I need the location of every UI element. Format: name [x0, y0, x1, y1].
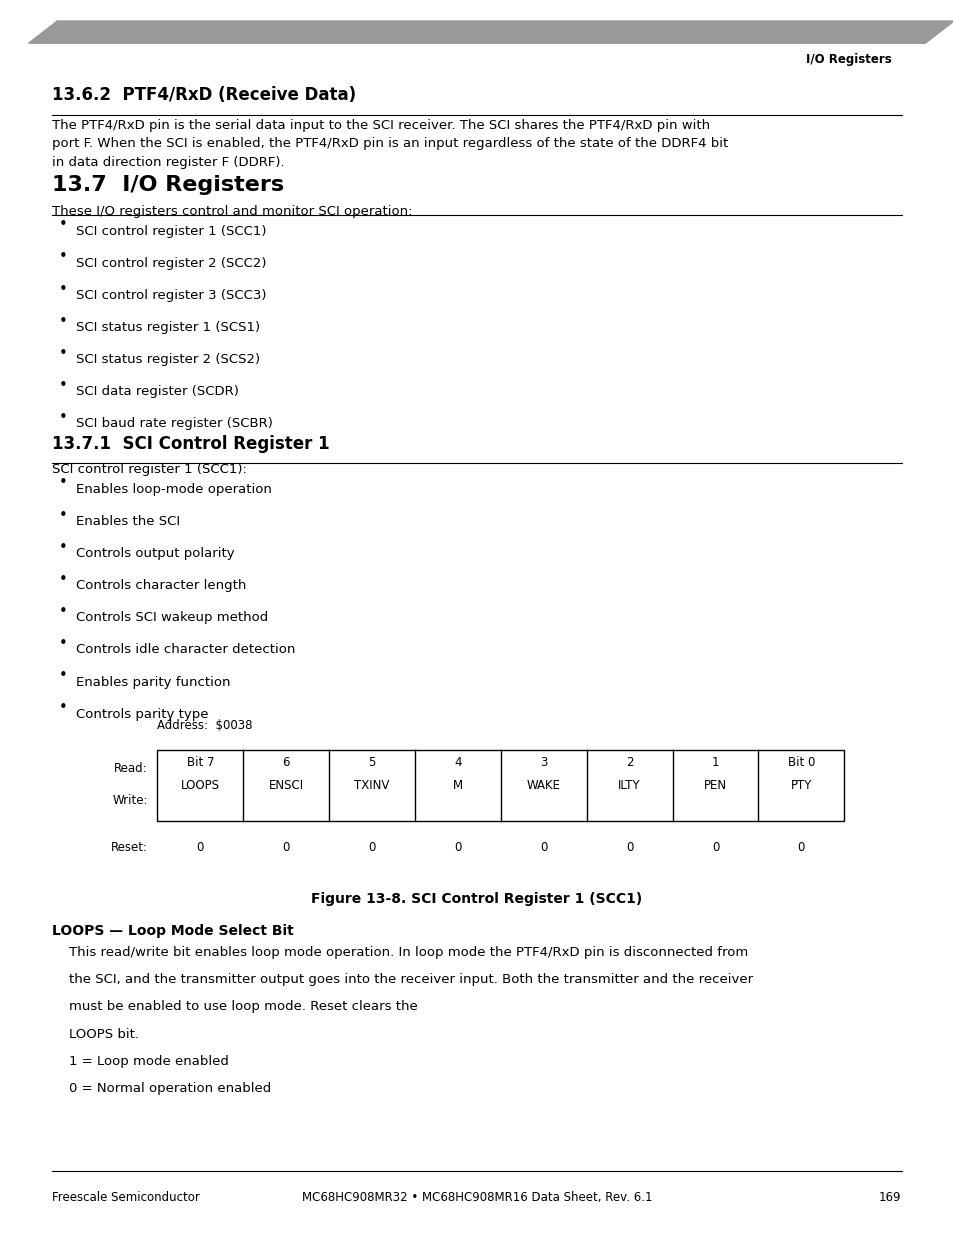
Text: These I/O registers control and monitor SCI operation:: These I/O registers control and monitor … [52, 205, 413, 219]
Text: •: • [59, 410, 68, 425]
Text: 5: 5 [368, 756, 375, 769]
Text: SCI data register (SCDR): SCI data register (SCDR) [76, 385, 239, 399]
Text: Reset:: Reset: [111, 841, 148, 855]
Text: 0: 0 [196, 841, 204, 855]
Text: •: • [59, 217, 68, 232]
Text: Read:: Read: [114, 762, 148, 776]
Text: •: • [59, 636, 68, 651]
Text: Enables parity function: Enables parity function [76, 676, 231, 689]
Text: 0: 0 [797, 841, 804, 855]
Text: ENSCI: ENSCI [269, 779, 303, 792]
Text: Write:: Write: [112, 794, 148, 808]
Text: •: • [59, 282, 68, 296]
Text: 4: 4 [454, 756, 461, 769]
Text: Bit 0: Bit 0 [787, 756, 814, 769]
Text: 1 = Loop mode enabled: 1 = Loop mode enabled [52, 1055, 229, 1068]
Text: 0: 0 [711, 841, 719, 855]
Text: •: • [59, 604, 68, 619]
Text: •: • [59, 668, 68, 683]
Text: WAKE: WAKE [526, 779, 560, 792]
Text: The PTF4/RxD pin is the serial data input to the SCI receiver. The SCI shares th: The PTF4/RxD pin is the serial data inpu… [52, 119, 728, 168]
Text: 3: 3 [539, 756, 547, 769]
Text: SCI control register 1 (SCC1):: SCI control register 1 (SCC1): [52, 463, 247, 477]
Text: SCI control register 2 (SCC2): SCI control register 2 (SCC2) [76, 257, 267, 270]
Text: I/O Registers: I/O Registers [805, 53, 891, 67]
Text: Controls output polarity: Controls output polarity [76, 547, 234, 561]
Text: Enables loop-mode operation: Enables loop-mode operation [76, 483, 272, 496]
Text: ILTY: ILTY [618, 779, 640, 792]
Text: •: • [59, 378, 68, 393]
Bar [157, 750, 843, 821]
Text: LOOPS bit.: LOOPS bit. [52, 1028, 139, 1041]
Text: Controls character length: Controls character length [76, 579, 247, 593]
Text: •: • [59, 346, 68, 361]
Text: 0: 0 [625, 841, 633, 855]
Text: 2: 2 [625, 756, 633, 769]
Text: M: M [453, 779, 462, 792]
Text: SCI control register 1 (SCC1): SCI control register 1 (SCC1) [76, 225, 267, 238]
Text: Controls idle character detection: Controls idle character detection [76, 643, 295, 657]
Text: SCI baud rate register (SCBR): SCI baud rate register (SCBR) [76, 417, 273, 431]
Text: Freescale Semiconductor: Freescale Semiconductor [52, 1191, 200, 1204]
Text: LOOPS — Loop Mode Select Bit: LOOPS — Loop Mode Select Bit [52, 924, 294, 937]
Text: 0 = Normal operation enabled: 0 = Normal operation enabled [52, 1082, 272, 1095]
Text: 169: 169 [878, 1191, 901, 1204]
Text: 13.7  I/O Registers: 13.7 I/O Registers [52, 175, 284, 195]
Text: 13.7.1  SCI Control Register 1: 13.7.1 SCI Control Register 1 [52, 435, 330, 453]
Text: Controls parity type: Controls parity type [76, 708, 209, 721]
Text: •: • [59, 572, 68, 587]
Text: •: • [59, 475, 68, 490]
Text: LOOPS: LOOPS [181, 779, 219, 792]
Text: Bit 7: Bit 7 [187, 756, 213, 769]
Text: 0: 0 [539, 841, 547, 855]
Text: PEN: PEN [703, 779, 726, 792]
Text: Controls SCI wakeup method: Controls SCI wakeup method [76, 611, 269, 625]
Text: 0: 0 [454, 841, 461, 855]
Text: SCI control register 3 (SCC3): SCI control register 3 (SCC3) [76, 289, 267, 303]
Text: must be enabled to use loop mode. Reset clears the: must be enabled to use loop mode. Reset … [52, 1000, 417, 1014]
Text: 13.6.2  PTF4/RxD (Receive Data): 13.6.2 PTF4/RxD (Receive Data) [52, 86, 356, 105]
Text: •: • [59, 508, 68, 522]
Text: •: • [59, 700, 68, 715]
Text: Enables the SCI: Enables the SCI [76, 515, 180, 529]
Text: •: • [59, 540, 68, 555]
Text: the SCI, and the transmitter output goes into the receiver input. Both the trans: the SCI, and the transmitter output goes… [52, 973, 753, 987]
Text: •: • [59, 249, 68, 264]
Text: •: • [59, 314, 68, 329]
Text: MC68HC908MR32 • MC68HC908MR16 Data Sheet, Rev. 6.1: MC68HC908MR32 • MC68HC908MR16 Data Sheet… [301, 1191, 652, 1204]
Polygon shape [29, 21, 953, 43]
Text: 0: 0 [368, 841, 375, 855]
Text: 6: 6 [282, 756, 290, 769]
Text: PTY: PTY [790, 779, 811, 792]
Text: SCI status register 1 (SCS1): SCI status register 1 (SCS1) [76, 321, 260, 335]
Text: 0: 0 [282, 841, 290, 855]
Text: TXINV: TXINV [354, 779, 390, 792]
Text: 1: 1 [711, 756, 719, 769]
Text: This read/write bit enables loop mode operation. In loop mode the PTF4/RxD pin i: This read/write bit enables loop mode op… [52, 946, 748, 960]
Text: Address:  $0038: Address: $0038 [157, 719, 253, 732]
Text: Figure 13-8. SCI Control Register 1 (SCC1): Figure 13-8. SCI Control Register 1 (SCC… [311, 892, 642, 905]
Text: SCI status register 2 (SCS2): SCI status register 2 (SCS2) [76, 353, 260, 367]
